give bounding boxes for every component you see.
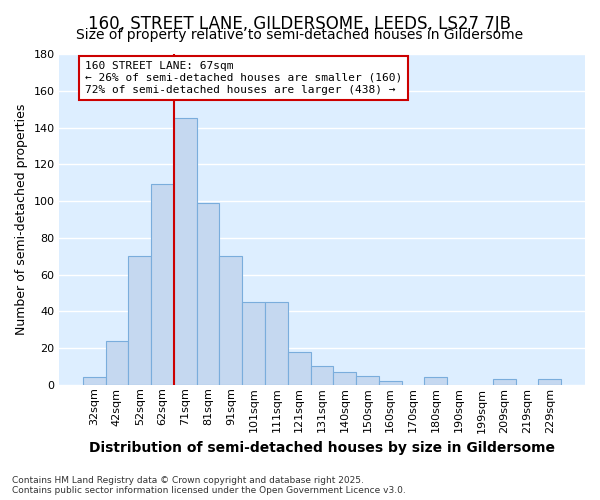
- Text: 160, STREET LANE, GILDERSOME, LEEDS, LS27 7JB: 160, STREET LANE, GILDERSOME, LEEDS, LS2…: [89, 15, 511, 33]
- Bar: [379, 381, 401, 385]
- Y-axis label: Number of semi-detached properties: Number of semi-detached properties: [15, 104, 28, 335]
- Bar: [83, 378, 106, 385]
- X-axis label: Distribution of semi-detached houses by size in Gildersome: Distribution of semi-detached houses by …: [89, 441, 555, 455]
- Bar: [356, 376, 379, 385]
- Bar: [265, 302, 288, 385]
- Bar: [106, 340, 128, 385]
- Bar: [151, 184, 174, 385]
- Bar: [424, 378, 447, 385]
- Bar: [311, 366, 334, 385]
- Bar: [174, 118, 197, 385]
- Text: Contains HM Land Registry data © Crown copyright and database right 2025.
Contai: Contains HM Land Registry data © Crown c…: [12, 476, 406, 495]
- Text: 160 STREET LANE: 67sqm
← 26% of semi-detached houses are smaller (160)
72% of se: 160 STREET LANE: 67sqm ← 26% of semi-det…: [85, 62, 402, 94]
- Text: Size of property relative to semi-detached houses in Gildersome: Size of property relative to semi-detach…: [76, 28, 524, 42]
- Bar: [197, 203, 220, 385]
- Bar: [538, 380, 561, 385]
- Bar: [128, 256, 151, 385]
- Bar: [334, 372, 356, 385]
- Bar: [220, 256, 242, 385]
- Bar: [288, 352, 311, 385]
- Bar: [493, 380, 515, 385]
- Bar: [242, 302, 265, 385]
